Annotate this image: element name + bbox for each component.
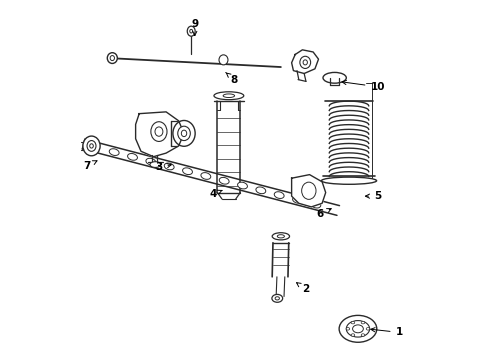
Ellipse shape (214, 92, 244, 100)
Ellipse shape (303, 60, 307, 65)
Polygon shape (82, 139, 340, 215)
Ellipse shape (277, 235, 284, 238)
Text: 9: 9 (191, 19, 198, 36)
Ellipse shape (183, 168, 193, 175)
Ellipse shape (275, 297, 279, 300)
Text: 4: 4 (209, 189, 222, 199)
Ellipse shape (223, 94, 235, 98)
Text: 8: 8 (226, 72, 238, 85)
Ellipse shape (293, 197, 302, 203)
Ellipse shape (181, 130, 187, 136)
Ellipse shape (274, 192, 284, 198)
Ellipse shape (90, 144, 93, 148)
Ellipse shape (146, 158, 156, 165)
Ellipse shape (164, 163, 174, 170)
Ellipse shape (339, 315, 377, 342)
Ellipse shape (219, 55, 228, 65)
Ellipse shape (346, 328, 350, 330)
Ellipse shape (190, 30, 193, 33)
Ellipse shape (311, 201, 321, 208)
Ellipse shape (155, 127, 163, 136)
Ellipse shape (107, 53, 117, 63)
Ellipse shape (353, 325, 364, 333)
Polygon shape (136, 112, 184, 157)
Polygon shape (292, 50, 319, 73)
Ellipse shape (219, 177, 229, 184)
Ellipse shape (110, 55, 115, 60)
Ellipse shape (361, 321, 365, 324)
Ellipse shape (87, 140, 96, 151)
Ellipse shape (272, 233, 290, 240)
Ellipse shape (323, 72, 346, 83)
Ellipse shape (302, 182, 316, 199)
Text: 2: 2 (296, 283, 310, 294)
Ellipse shape (366, 328, 370, 330)
Ellipse shape (272, 294, 283, 302)
Ellipse shape (187, 26, 195, 36)
Text: 3: 3 (155, 162, 172, 172)
Ellipse shape (361, 334, 365, 336)
Text: 6: 6 (317, 209, 331, 219)
Ellipse shape (127, 153, 137, 160)
Ellipse shape (238, 182, 247, 189)
Ellipse shape (300, 56, 311, 68)
Ellipse shape (151, 122, 167, 141)
Text: 5: 5 (366, 191, 381, 201)
Ellipse shape (109, 149, 119, 156)
Polygon shape (292, 175, 326, 207)
Ellipse shape (150, 162, 161, 167)
Ellipse shape (178, 126, 190, 140)
Ellipse shape (83, 136, 100, 156)
Ellipse shape (351, 321, 355, 324)
Text: 7: 7 (83, 161, 97, 171)
Text: 10: 10 (342, 80, 385, 92)
Ellipse shape (256, 187, 266, 194)
Ellipse shape (201, 172, 211, 179)
Ellipse shape (346, 320, 369, 337)
Ellipse shape (351, 334, 355, 336)
Ellipse shape (173, 121, 195, 146)
Text: 1: 1 (371, 327, 403, 337)
Ellipse shape (321, 177, 377, 184)
